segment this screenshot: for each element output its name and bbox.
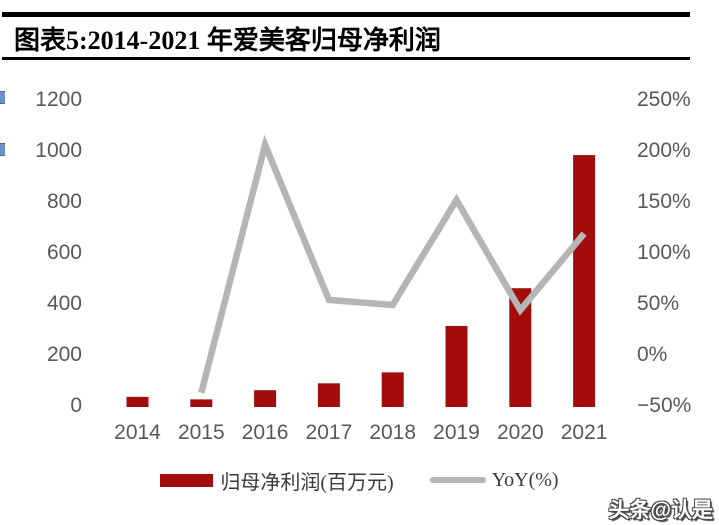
bar-2017 [317, 383, 340, 407]
bar-2021 [573, 155, 596, 407]
left-axis-tick-label: 600 [47, 241, 82, 264]
left-axis-ticks: 0 200 400 600 800 1000 1200 [35, 88, 82, 417]
right-axis-tick-label: 50% [637, 292, 679, 315]
bar-series-swatch [160, 473, 214, 487]
yoy-line [198, 134, 587, 394]
bars-group [126, 155, 596, 407]
left-axis-tick-label: 1200 [35, 88, 82, 111]
x-axis-labels: 2014 2015 2016 2017 2018 2019 2020 2021 [114, 421, 607, 444]
right-axis-tick-label: 0% [637, 343, 667, 366]
right-axis-tick-label: 250% [637, 88, 691, 111]
x-axis-year-label: 2014 [114, 421, 161, 444]
chart-legend: 归母净利润(百万元) YoY(%) [0, 466, 719, 495]
x-axis-year-label: 2019 [433, 421, 480, 444]
left-edge-blue-marker [0, 143, 5, 156]
bar-2015 [190, 399, 213, 407]
bar-2020 [509, 288, 532, 407]
x-axis-year-label: 2021 [561, 421, 608, 444]
chart-title: 图表5:2014-2021 年爱美客归母净利润 [14, 26, 441, 55]
left-edge-blue-marker [0, 91, 5, 104]
left-axis-tick-label: 800 [47, 190, 82, 213]
right-axis-tick-label: 100% [637, 241, 691, 264]
left-axis-tick-label: 0 [70, 394, 82, 417]
right-axis-tick-label: −50% [637, 394, 691, 417]
toutiao-watermark: 头条@认是 [608, 499, 713, 522]
x-axis-year-label: 2016 [242, 421, 289, 444]
legend-label: 归母净利润(百万元) [220, 471, 394, 494]
left-axis-tick-label: 400 [47, 292, 82, 315]
line-series-swatch [429, 477, 486, 483]
bar-2018 [381, 372, 404, 407]
right-axis-ticks: −50% 0% 50% 100% 150% 200% 250% [637, 88, 691, 417]
left-axis-tick-label: 1000 [35, 139, 82, 162]
x-axis-year-label: 2018 [369, 421, 416, 444]
bar-2014 [126, 396, 149, 407]
x-axis-year-label: 2015 [178, 421, 225, 444]
legend-item-yoy: YoY(%) [429, 468, 559, 492]
x-axis-year-label: 2017 [306, 421, 353, 444]
right-axis-tick-label: 200% [637, 139, 691, 162]
bar-2016 [254, 390, 277, 407]
x-axis-year-label: 2020 [497, 421, 544, 444]
header-top-rule [2, 12, 690, 17]
header-bottom-rule [2, 57, 690, 60]
left-axis-tick-label: 200 [47, 343, 82, 366]
legend-item-net-profit: 归母净利润(百万元) [160, 466, 394, 495]
legend-label: YoY(%) [491, 468, 559, 491]
bar-2019 [445, 325, 468, 407]
right-axis-tick-label: 150% [637, 190, 691, 213]
net-profit-yoy-chart: 0 200 400 600 800 1000 1200 −50% 0% 50% 100% 150% 20… [35, 88, 691, 444]
